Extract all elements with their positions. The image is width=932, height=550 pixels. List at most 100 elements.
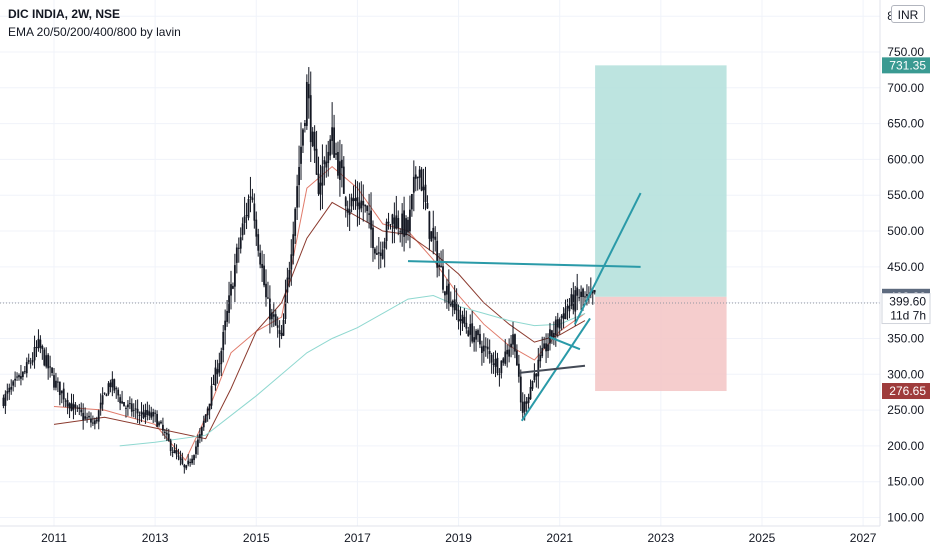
candle[interactable]	[409, 195, 411, 249]
candle[interactable]	[99, 393, 102, 416]
candle[interactable]	[469, 314, 472, 347]
candle[interactable]	[517, 354, 520, 383]
candle[interactable]	[333, 114, 335, 159]
candle[interactable]	[304, 119, 306, 133]
candle[interactable]	[267, 281, 269, 300]
candle[interactable]	[422, 168, 425, 210]
candle[interactable]	[467, 326, 470, 337]
candle[interactable]	[500, 360, 503, 379]
candle[interactable]	[27, 353, 30, 365]
candle[interactable]	[445, 278, 448, 309]
candle[interactable]	[111, 371, 114, 397]
candle[interactable]	[455, 288, 458, 321]
candle[interactable]	[130, 398, 133, 417]
candle[interactable]	[171, 447, 174, 458]
candle[interactable]	[434, 226, 437, 252]
candle[interactable]	[23, 366, 26, 375]
candle[interactable]	[556, 312, 559, 338]
candle[interactable]	[313, 125, 316, 164]
candle[interactable]	[451, 299, 454, 317]
ema-line[interactable]	[119, 294, 586, 447]
candle[interactable]	[362, 184, 365, 222]
candle[interactable]	[214, 359, 217, 391]
chart-title[interactable]: DIC INDIA, 2W, NSE	[8, 7, 121, 21]
trend-line[interactable]	[519, 364, 586, 374]
candle[interactable]	[259, 244, 262, 269]
candle[interactable]	[160, 420, 162, 425]
candle[interactable]	[239, 227, 242, 254]
candle[interactable]	[337, 141, 339, 179]
candle[interactable]	[488, 339, 491, 364]
candle[interactable]	[354, 179, 357, 210]
candle[interactable]	[486, 338, 489, 359]
candle[interactable]	[554, 316, 557, 347]
candle[interactable]	[220, 347, 223, 376]
candle[interactable]	[10, 379, 13, 395]
candle[interactable]	[372, 220, 374, 262]
candle[interactable]	[183, 463, 186, 474]
candle[interactable]	[323, 156, 326, 186]
candle[interactable]	[393, 202, 396, 244]
candle[interactable]	[82, 403, 85, 430]
candle[interactable]	[21, 371, 24, 381]
candle[interactable]	[261, 250, 264, 282]
candle[interactable]	[294, 207, 297, 244]
stop-zone[interactable]	[595, 296, 727, 392]
candle[interactable]	[284, 279, 287, 324]
candle[interactable]	[447, 269, 450, 311]
candle[interactable]	[484, 337, 487, 357]
candle[interactable]	[237, 237, 240, 263]
candle[interactable]	[319, 164, 322, 211]
candle[interactable]	[335, 142, 337, 160]
candle[interactable]	[47, 353, 50, 380]
candle[interactable]	[366, 205, 369, 223]
candle[interactable]	[263, 253, 265, 288]
candle[interactable]	[35, 340, 38, 358]
candle[interactable]	[115, 386, 118, 399]
candle[interactable]	[37, 329, 40, 352]
candle[interactable]	[134, 400, 137, 419]
candle[interactable]	[138, 411, 141, 424]
candle[interactable]	[55, 372, 57, 391]
candle[interactable]	[202, 415, 205, 431]
candle[interactable]	[300, 122, 302, 180]
candle[interactable]	[288, 261, 291, 288]
candle[interactable]	[25, 357, 28, 378]
candle[interactable]	[521, 392, 524, 420]
candle[interactable]	[152, 408, 155, 424]
candle[interactable]	[179, 450, 182, 466]
candle[interactable]	[224, 309, 227, 345]
candle[interactable]	[410, 193, 413, 217]
candle[interactable]	[253, 193, 256, 229]
candle[interactable]	[280, 325, 283, 340]
candle[interactable]	[278, 320, 281, 348]
candle[interactable]	[516, 344, 518, 366]
candle[interactable]	[420, 167, 423, 192]
candle[interactable]	[208, 403, 211, 420]
candle[interactable]	[95, 416, 98, 424]
candle[interactable]	[494, 350, 497, 378]
candle[interactable]	[459, 306, 462, 336]
candle[interactable]	[496, 352, 499, 376]
candle[interactable]	[6, 383, 9, 401]
candle[interactable]	[424, 166, 427, 211]
candle[interactable]	[403, 196, 405, 252]
candle[interactable]	[163, 428, 166, 440]
candle[interactable]	[339, 139, 341, 197]
candle[interactable]	[132, 403, 135, 418]
candle[interactable]	[566, 298, 569, 320]
candle[interactable]	[43, 347, 46, 367]
candle[interactable]	[377, 236, 380, 270]
candle[interactable]	[113, 378, 116, 394]
candle[interactable]	[350, 193, 353, 213]
candle[interactable]	[251, 188, 254, 203]
candle[interactable]	[352, 185, 355, 210]
candle[interactable]	[329, 135, 332, 161]
candle[interactable]	[479, 324, 481, 349]
candle[interactable]	[31, 352, 34, 366]
candle[interactable]	[547, 333, 549, 358]
candle[interactable]	[230, 270, 232, 310]
candle[interactable]	[45, 347, 48, 369]
candle[interactable]	[533, 363, 536, 383]
trend-line[interactable]	[407, 260, 641, 268]
